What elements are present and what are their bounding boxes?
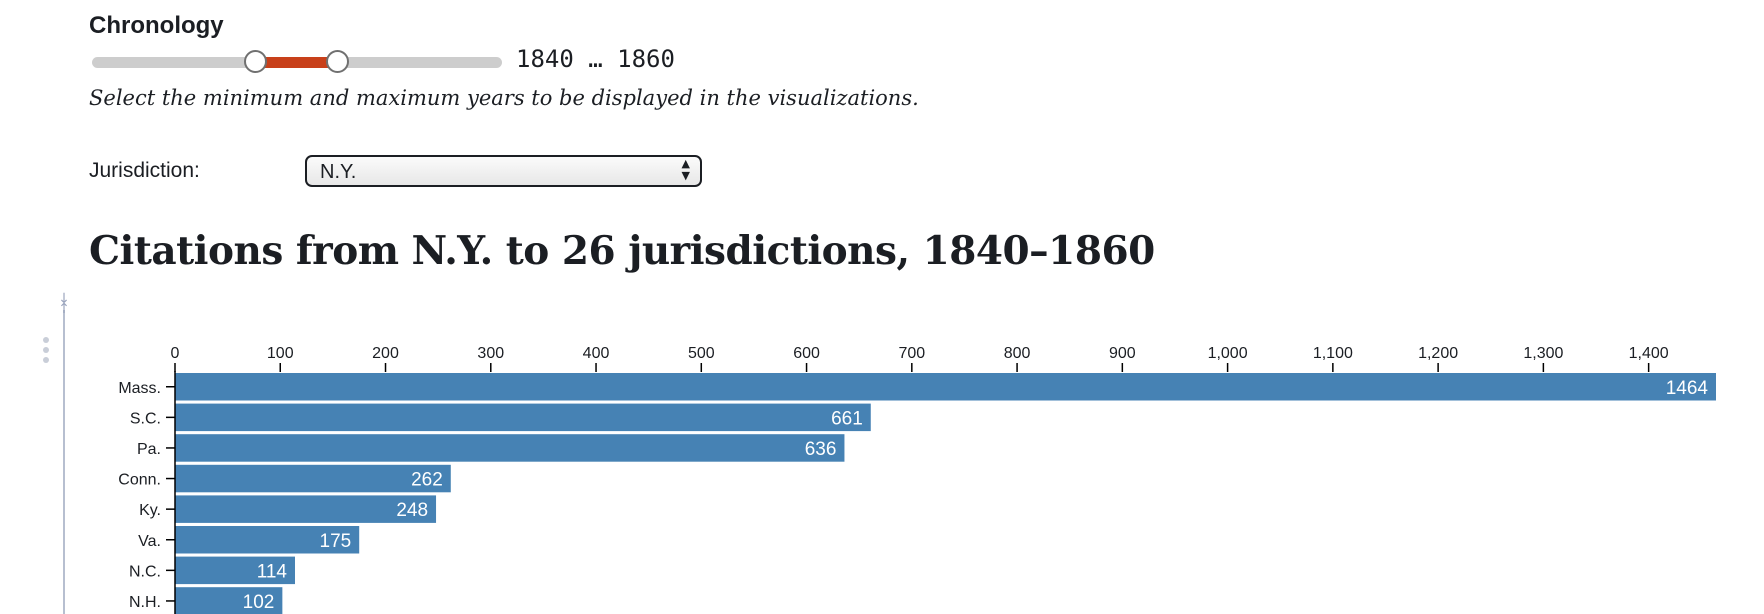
slider-selected-range [256, 57, 338, 68]
bar-value-label: 102 [243, 592, 275, 613]
x-tick-label: 800 [1004, 345, 1031, 362]
chart-title: Citations from N.Y. to 26 jurisdictions,… [89, 228, 1155, 274]
y-tick-label: N.H. [129, 594, 161, 611]
x-tick-label: 600 [793, 345, 820, 362]
y-tick-label: Ky. [139, 502, 161, 519]
bar [175, 373, 1716, 401]
x-tick-label: 400 [583, 345, 610, 362]
bar [175, 464, 451, 493]
cell-menu-dots-icon[interactable] [41, 337, 51, 363]
x-tick-label: 500 [688, 345, 715, 362]
jurisdiction-selected-value: N.Y. [320, 161, 357, 183]
y-tick-label: N.C. [129, 563, 161, 580]
bar [175, 403, 871, 432]
y-tick-label: Pa. [137, 441, 161, 458]
select-arrows-icon: ▲ ▼ [681, 157, 690, 182]
bar [175, 526, 360, 554]
chronology-help-text: Select the minimum and maximum years to … [89, 86, 919, 110]
x-tick-label: 1,400 [1629, 345, 1669, 362]
bar-value-label: 248 [396, 500, 428, 521]
bar-value-label: 175 [320, 531, 352, 552]
cell-gutter-line [63, 310, 65, 614]
x-tick-label: 1,200 [1418, 345, 1458, 362]
y-tick-label: Mass. [118, 380, 161, 397]
bar [175, 434, 845, 462]
bar [175, 495, 437, 523]
bar-value-label: 262 [411, 470, 443, 491]
x-tick-label: 200 [372, 345, 399, 362]
bar-value-label: 1464 [1666, 378, 1709, 399]
bar-value-label: 661 [831, 408, 863, 429]
slider-max-thumb[interactable] [326, 50, 349, 73]
collapse-arrow-icon[interactable]: ↓ ↑ [58, 291, 70, 317]
jurisdiction-select[interactable]: N.Y. ▲ ▼ [305, 155, 702, 187]
x-tick-label: 100 [267, 345, 294, 362]
x-tick-label: 700 [898, 345, 925, 362]
x-tick-label: 900 [1109, 345, 1136, 362]
bar [175, 556, 295, 585]
year-range-readout: 1840 … 1860 [516, 45, 675, 73]
x-tick-label: 1,300 [1523, 345, 1563, 362]
jurisdiction-label: Jurisdiction: [89, 159, 200, 182]
y-tick-label: Va. [138, 533, 161, 550]
bar [175, 587, 283, 614]
slider-min-thumb[interactable] [244, 50, 267, 73]
x-tick-label: 0 [171, 345, 180, 362]
x-tick-label: 300 [477, 345, 504, 362]
bar-value-label: 114 [257, 561, 288, 582]
x-tick-label: 1,000 [1208, 345, 1248, 362]
y-tick-label: Conn. [118, 472, 161, 489]
bar-value-label: 636 [805, 439, 837, 460]
chronology-range-slider[interactable] [92, 50, 502, 73]
chronology-label: Chronology [89, 12, 224, 39]
x-tick-label: 1,100 [1313, 345, 1353, 362]
y-tick-label: S.C. [130, 410, 161, 427]
